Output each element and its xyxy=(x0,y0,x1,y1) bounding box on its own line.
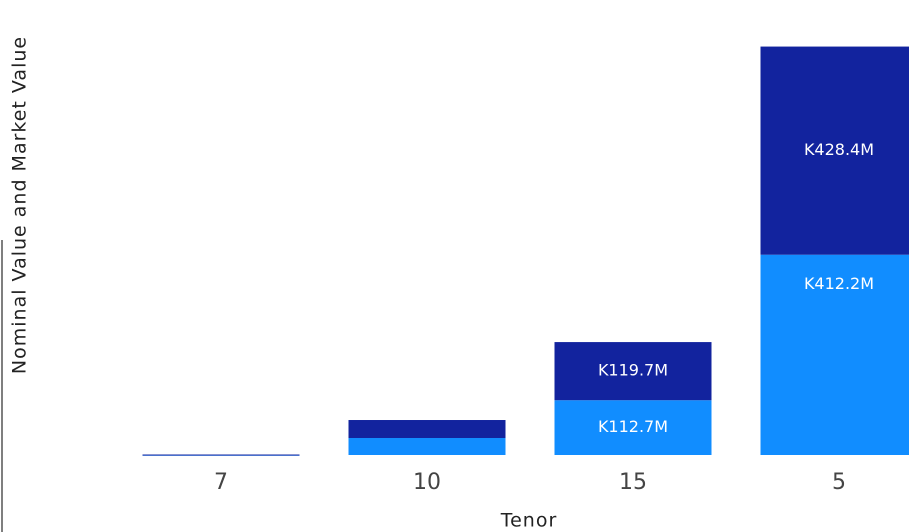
bar-segment xyxy=(760,254,909,455)
x-tick-label: 7 xyxy=(214,470,228,495)
bar-segment xyxy=(142,454,300,456)
x-tick-label: 15 xyxy=(619,470,647,495)
bar-segment xyxy=(348,420,506,438)
bar-segment xyxy=(554,342,712,401)
x-axis-title: Tenor xyxy=(500,510,558,532)
x-tick-label: 5 xyxy=(832,470,846,495)
bar-segment xyxy=(348,437,506,455)
data-label: K412.2M xyxy=(804,274,874,293)
bar-segment xyxy=(760,46,909,255)
y-axis-title: Nominal Value and Market Value xyxy=(9,36,31,374)
bar-segment xyxy=(554,400,712,455)
data-label: K428.4M xyxy=(804,140,874,159)
data-label: K119.7M xyxy=(598,361,668,380)
x-tick-label: 10 xyxy=(413,470,441,495)
data-label: K112.7M xyxy=(598,417,668,436)
